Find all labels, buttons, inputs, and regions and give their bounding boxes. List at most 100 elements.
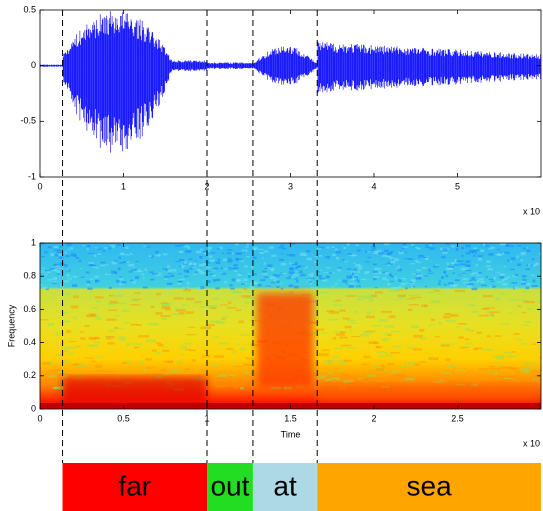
y-tick-label: 0.8 <box>23 271 36 281</box>
spectrogram-texture <box>70 305 79 309</box>
spectrogram-texture <box>435 264 439 266</box>
spectrogram-texture <box>394 299 399 301</box>
spectrogram-texture <box>167 360 173 363</box>
spectrogram-texture <box>183 245 190 248</box>
spectrogram-texture <box>515 371 522 373</box>
spectrogram-texture <box>278 246 283 249</box>
spectrogram-texture <box>468 283 474 286</box>
spectrogram-texture <box>353 311 358 313</box>
x-tick-label: 2 <box>204 181 209 191</box>
spectrogram-texture <box>428 324 435 326</box>
spectrogram-texture <box>386 255 392 258</box>
spectrogram-texture <box>349 283 355 285</box>
spectrogram-texture <box>121 309 129 313</box>
spectrogram-texture <box>276 280 280 284</box>
spectrogram-texture <box>470 280 476 283</box>
spectrogram-texture <box>202 263 208 266</box>
spectrogram-texture <box>484 245 490 247</box>
x-tick-label: 3 <box>288 181 293 191</box>
spectrogram-texture <box>511 351 516 353</box>
spectrogram-texture <box>473 348 479 351</box>
spectrogram-texture <box>438 282 441 286</box>
spectrogram-texture <box>141 273 145 276</box>
spectrogram-texture <box>524 282 531 286</box>
spectrogram-texture <box>202 250 207 253</box>
spectrogram-texture <box>108 294 114 297</box>
spectrogram-texture <box>496 356 504 360</box>
spectrogram-texture <box>462 346 470 348</box>
spectrogram-texture <box>45 273 48 276</box>
spectrogram-texture <box>95 364 103 368</box>
spectrogram-texture <box>370 324 382 327</box>
spectrogram-texture <box>58 249 61 251</box>
spectrogram-texture <box>103 246 109 250</box>
spectrogram-texture <box>100 264 106 267</box>
spectrogram-texture <box>344 325 352 329</box>
spectrogram-texture <box>128 271 133 273</box>
spectrogram-texture <box>477 257 483 261</box>
spectrogram-texture <box>286 277 292 280</box>
spectrogram-texture <box>185 311 194 314</box>
spectrogram-texture <box>299 254 305 256</box>
spectrogram-texture <box>398 251 404 255</box>
spectrogram-texture <box>337 268 342 272</box>
spectrogram-texture <box>164 278 168 281</box>
spectrogram-texture <box>66 274 71 277</box>
spectrogram-texture <box>424 257 429 261</box>
spectrogram-texture <box>405 282 408 285</box>
spectrogram-texture <box>227 307 237 309</box>
spectrogram-texture <box>382 277 387 280</box>
spectrogram-texture <box>376 351 388 354</box>
spectrogram-texture <box>530 274 536 276</box>
spectrogram-texture <box>309 282 313 285</box>
spectrogram-texture <box>409 294 420 297</box>
spectrogram-texture <box>165 287 172 290</box>
spectrogram-texture <box>109 244 116 247</box>
spectrogram-texture <box>279 258 285 261</box>
spectrogram-texture <box>105 335 115 339</box>
spectrogram-texture <box>510 268 515 271</box>
spectrogram-texture <box>95 317 103 320</box>
spectrogram-texture <box>402 243 407 246</box>
spectrogram-texture <box>310 286 317 289</box>
spectrogram-texture <box>209 259 216 263</box>
spectrogram-texture <box>352 268 357 271</box>
spectrogram-texture <box>86 314 96 318</box>
spectrogram-texture <box>220 267 223 270</box>
spectrogram-texture <box>346 375 357 378</box>
spectrogram-texture <box>391 370 402 372</box>
spectrogram-texture <box>183 261 187 265</box>
spectrogram-texture <box>478 368 489 370</box>
spectrogram-texture <box>302 266 306 268</box>
x-axis-label: Time <box>281 429 301 439</box>
spectrogram-texture <box>202 355 211 358</box>
spectrogram-texture <box>102 249 106 252</box>
spectrogram-texture <box>453 264 460 266</box>
spectrogram-texture <box>78 259 82 263</box>
spectrogram-texture <box>163 360 174 363</box>
spectrogram-texture <box>343 380 353 383</box>
word-label: sea <box>407 470 453 501</box>
spectrogram-texture <box>332 272 335 275</box>
spectrogram-texture <box>174 308 185 311</box>
spectrogram-texture <box>145 339 157 343</box>
spectrogram-texture <box>365 271 370 273</box>
spectrogram-texture <box>66 330 72 334</box>
spectrogram-texture <box>527 263 531 267</box>
spectrogram-texture <box>346 282 349 284</box>
spectrogram-texture <box>252 281 257 285</box>
spectrogram-texture <box>84 357 94 359</box>
spectrogram-texture <box>46 279 53 281</box>
spectrogram-texture <box>127 265 134 267</box>
spectrogram-texture <box>265 285 271 287</box>
spectrogram-texture <box>313 261 319 264</box>
spectrogram-texture <box>451 245 455 248</box>
spectrogram-texture <box>490 280 494 283</box>
spectrogram-texture <box>122 261 127 263</box>
spectrogram-texture <box>46 270 51 274</box>
spectrogram-texture <box>348 329 353 332</box>
spectrogram-texture <box>521 324 529 326</box>
spectrogram-texture <box>344 261 348 263</box>
spectrogram-texture <box>158 272 162 274</box>
spectrogram-texture <box>450 343 454 346</box>
